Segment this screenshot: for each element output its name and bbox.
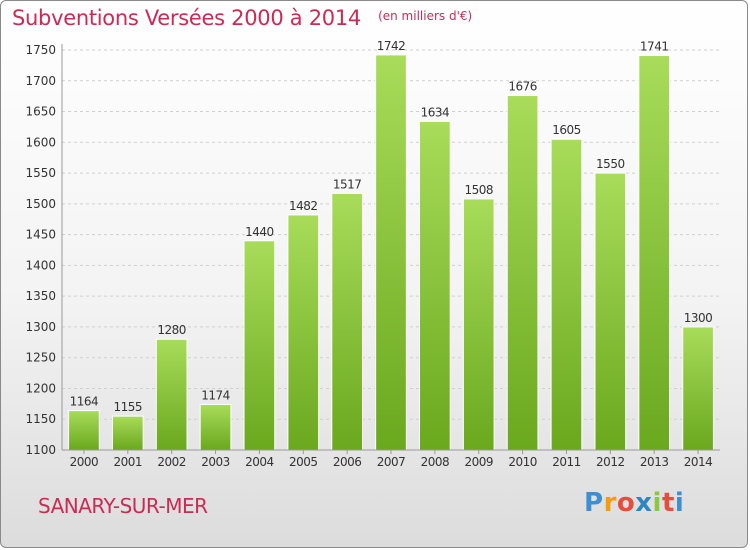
bar <box>199 403 232 451</box>
bar <box>682 326 714 451</box>
data-label: 1742 <box>377 39 406 53</box>
data-label: 1280 <box>157 323 186 337</box>
x-tick-label: 2007 <box>377 455 406 469</box>
y-tick-label: 1600 <box>25 135 56 149</box>
commune-name: SANARY-SUR-MER <box>38 494 208 518</box>
y-tick-label: 1150 <box>25 412 56 426</box>
y-tick-label: 1400 <box>25 258 56 272</box>
x-tick-label: 2009 <box>464 455 493 469</box>
y-tick-label: 1300 <box>25 320 56 334</box>
data-label: 1440 <box>245 225 274 239</box>
x-tick-label: 2005 <box>289 455 318 469</box>
y-tick-label: 1250 <box>25 351 56 365</box>
y-tick-label: 1750 <box>25 43 56 57</box>
bar <box>111 415 144 451</box>
bar <box>594 172 627 451</box>
x-tick-label: 2012 <box>596 455 625 469</box>
bar <box>375 54 407 451</box>
bar <box>331 192 363 451</box>
bar <box>419 120 451 451</box>
bars <box>68 54 714 451</box>
x-tick-label: 2014 <box>684 455 713 469</box>
data-label: 1155 <box>114 400 143 414</box>
y-tick-label: 1200 <box>25 381 56 395</box>
y-tick-label: 1500 <box>25 197 56 211</box>
bar <box>550 138 583 451</box>
data-label: 1741 <box>640 40 669 54</box>
data-label: 1482 <box>289 199 318 213</box>
x-tick-label: 2013 <box>640 455 669 469</box>
chart-title: Subventions Versées 2000 à 2014 <box>12 6 361 30</box>
y-tick-label: 1700 <box>25 74 56 88</box>
x-tick-label: 2011 <box>552 455 581 469</box>
data-label: 1550 <box>596 157 625 171</box>
y-tick-label: 1350 <box>25 289 56 303</box>
y-axis: 1100 1150 1200 1250 1300 1350 1400 1450 1500 1550… <box>25 43 63 457</box>
data-label: 1508 <box>464 183 493 197</box>
bar <box>287 214 320 451</box>
data-label: 1174 <box>201 388 230 402</box>
bar <box>462 198 495 451</box>
y-tick-label: 1450 <box>25 228 56 242</box>
x-tick-label: 2004 <box>245 455 274 469</box>
x-tick-label: 2006 <box>333 455 362 469</box>
proxiti-logo: Proxiti <box>584 488 685 518</box>
y-tick-label: 1550 <box>25 166 56 180</box>
bar <box>506 95 539 451</box>
data-label: 1517 <box>333 177 362 191</box>
bar <box>68 410 100 451</box>
data-label: 1300 <box>684 311 713 325</box>
bar <box>243 240 276 451</box>
y-tick-label: 1650 <box>25 105 56 119</box>
title-row: Subventions Versées 2000 à 2014 (en mill… <box>12 6 472 30</box>
x-tick-label: 2000 <box>70 455 99 469</box>
data-label: 1634 <box>421 105 450 119</box>
x-tick-label: 2003 <box>201 455 230 469</box>
data-label: 1676 <box>508 80 537 94</box>
data-label: 1164 <box>70 395 99 409</box>
bar <box>638 55 671 451</box>
bar <box>155 338 188 451</box>
y-tick-label: 1100 <box>25 443 56 457</box>
x-axis: 2000 2001 2002 2003 2004 2005 2006 2007 2008 2009… <box>62 449 720 469</box>
x-tick-label: 2010 <box>508 455 537 469</box>
chart-subtitle: (en milliers d'€) <box>378 9 473 23</box>
data-labels: 1164 1155 1280 1174 1440 1482 1517 1742 1634 1508… <box>70 39 713 414</box>
x-tick-label: 2008 <box>421 455 450 469</box>
data-label: 1605 <box>552 123 581 137</box>
x-tick-label: 2001 <box>114 455 143 469</box>
x-tick-label: 2002 <box>157 455 186 469</box>
